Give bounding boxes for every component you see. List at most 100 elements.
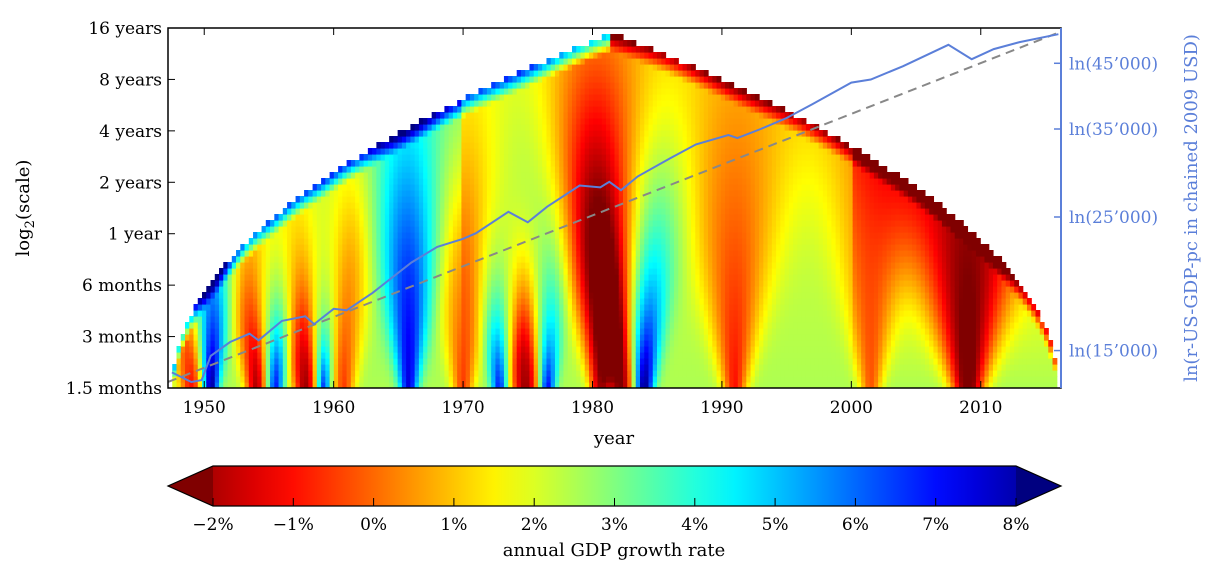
heatmap-cell — [321, 304, 326, 311]
heatmap-cell — [571, 196, 577, 203]
heatmap-cell — [359, 364, 365, 371]
heatmap-cell — [350, 274, 356, 281]
heatmap-cell — [657, 190, 662, 197]
heatmap-cell — [457, 100, 463, 107]
heatmap-cell — [584, 196, 590, 203]
heatmap-cell — [499, 286, 505, 293]
heatmap-cell — [614, 52, 620, 59]
heatmap-cell — [537, 250, 543, 257]
heatmap-cell — [482, 316, 488, 323]
heatmap-cell — [393, 316, 399, 323]
heatmap-cell — [554, 238, 560, 245]
heatmap-cell — [503, 322, 509, 329]
heatmap-cell — [640, 298, 645, 305]
heatmap-cell — [291, 274, 297, 281]
heatmap-cell — [503, 316, 509, 323]
heatmap-cell — [469, 190, 475, 197]
heatmap-cell — [563, 262, 569, 269]
heatmap-cell — [652, 376, 658, 383]
heatmap-cell — [563, 112, 569, 119]
heatmap-cell — [610, 130, 616, 137]
heatmap-cell — [223, 340, 229, 347]
heatmap-cell — [189, 352, 195, 359]
heatmap-cell — [648, 382, 654, 388]
heatmap-cell — [444, 322, 450, 329]
heatmap-cell — [423, 316, 428, 323]
heatmap-cell — [359, 280, 365, 287]
heatmap-cell — [623, 178, 628, 185]
heatmap-cell — [287, 334, 292, 341]
heatmap-cell — [389, 268, 394, 275]
heatmap-cell — [333, 220, 339, 227]
heatmap-cell — [478, 88, 484, 95]
heatmap-cell — [571, 262, 577, 269]
heatmap-cell — [380, 382, 386, 388]
heatmap-cell — [389, 202, 394, 209]
heatmap-cell — [440, 142, 445, 149]
heatmap-cell — [588, 334, 594, 341]
heatmap-cell — [261, 232, 267, 239]
heatmap-cell — [278, 340, 284, 347]
heatmap-cell — [546, 106, 552, 113]
heatmap-cell — [367, 178, 373, 185]
heatmap-cell — [423, 340, 428, 347]
heatmap-cell — [550, 220, 556, 227]
heatmap-cell — [635, 382, 641, 388]
heatmap-cell — [193, 364, 199, 371]
heatmap-cell — [631, 88, 637, 95]
heatmap-cell — [601, 100, 607, 107]
heatmap-cell — [423, 370, 428, 377]
heatmap-cell — [452, 322, 458, 329]
heatmap-cell — [571, 304, 577, 311]
heatmap-cell — [597, 232, 603, 239]
heatmap-cell — [372, 244, 377, 251]
heatmap-cell — [210, 292, 216, 299]
heatmap-cell — [495, 346, 501, 353]
heatmap-cell — [593, 376, 599, 383]
heatmap-cell — [635, 214, 641, 221]
heatmap-cell — [554, 142, 560, 149]
heatmap-cell — [652, 250, 658, 257]
heatmap-cell — [503, 82, 509, 89]
heatmap-cell — [546, 304, 552, 311]
heatmap-cell — [214, 364, 220, 371]
heatmap-cell — [618, 64, 624, 71]
heatmap-cell — [389, 346, 394, 353]
heatmap-cell — [495, 130, 501, 137]
heatmap-cell — [584, 274, 590, 281]
heatmap-cell — [452, 316, 458, 323]
heatmap-cell — [631, 214, 637, 221]
heatmap-cell — [665, 316, 671, 323]
heatmap-cell — [533, 82, 539, 89]
heatmap-cell — [197, 370, 203, 377]
heatmap-cell — [457, 238, 463, 245]
heatmap-cell — [316, 256, 322, 263]
heatmap-cell — [580, 334, 586, 341]
heatmap-cell — [210, 322, 216, 329]
heatmap-cell — [418, 166, 424, 173]
heatmap-cell — [299, 346, 305, 353]
heatmap-cell — [312, 244, 318, 251]
heatmap-cell — [516, 160, 522, 167]
heatmap-cell — [474, 208, 480, 215]
heatmap-cell — [537, 310, 543, 317]
heatmap-cell — [295, 268, 301, 275]
heatmap-cell — [338, 244, 343, 251]
heatmap-cell — [359, 268, 365, 275]
heatmap-cell — [350, 214, 356, 221]
heatmap-cell — [291, 202, 297, 209]
heatmap-cell — [418, 136, 424, 143]
heatmap-cell — [295, 352, 301, 359]
heatmap-cell — [431, 322, 437, 329]
heatmap-cell — [520, 310, 526, 317]
heatmap-cell — [210, 328, 216, 335]
heatmap-cell — [623, 304, 628, 311]
heatmap-cell — [295, 346, 301, 353]
heatmap-cell — [652, 262, 658, 269]
heatmap-cell — [623, 370, 628, 377]
heatmap-cell — [308, 268, 314, 275]
heatmap-cell — [674, 118, 679, 125]
heatmap-cell — [248, 328, 254, 335]
heatmap-cell — [559, 154, 565, 161]
heatmap-cell — [499, 382, 505, 388]
